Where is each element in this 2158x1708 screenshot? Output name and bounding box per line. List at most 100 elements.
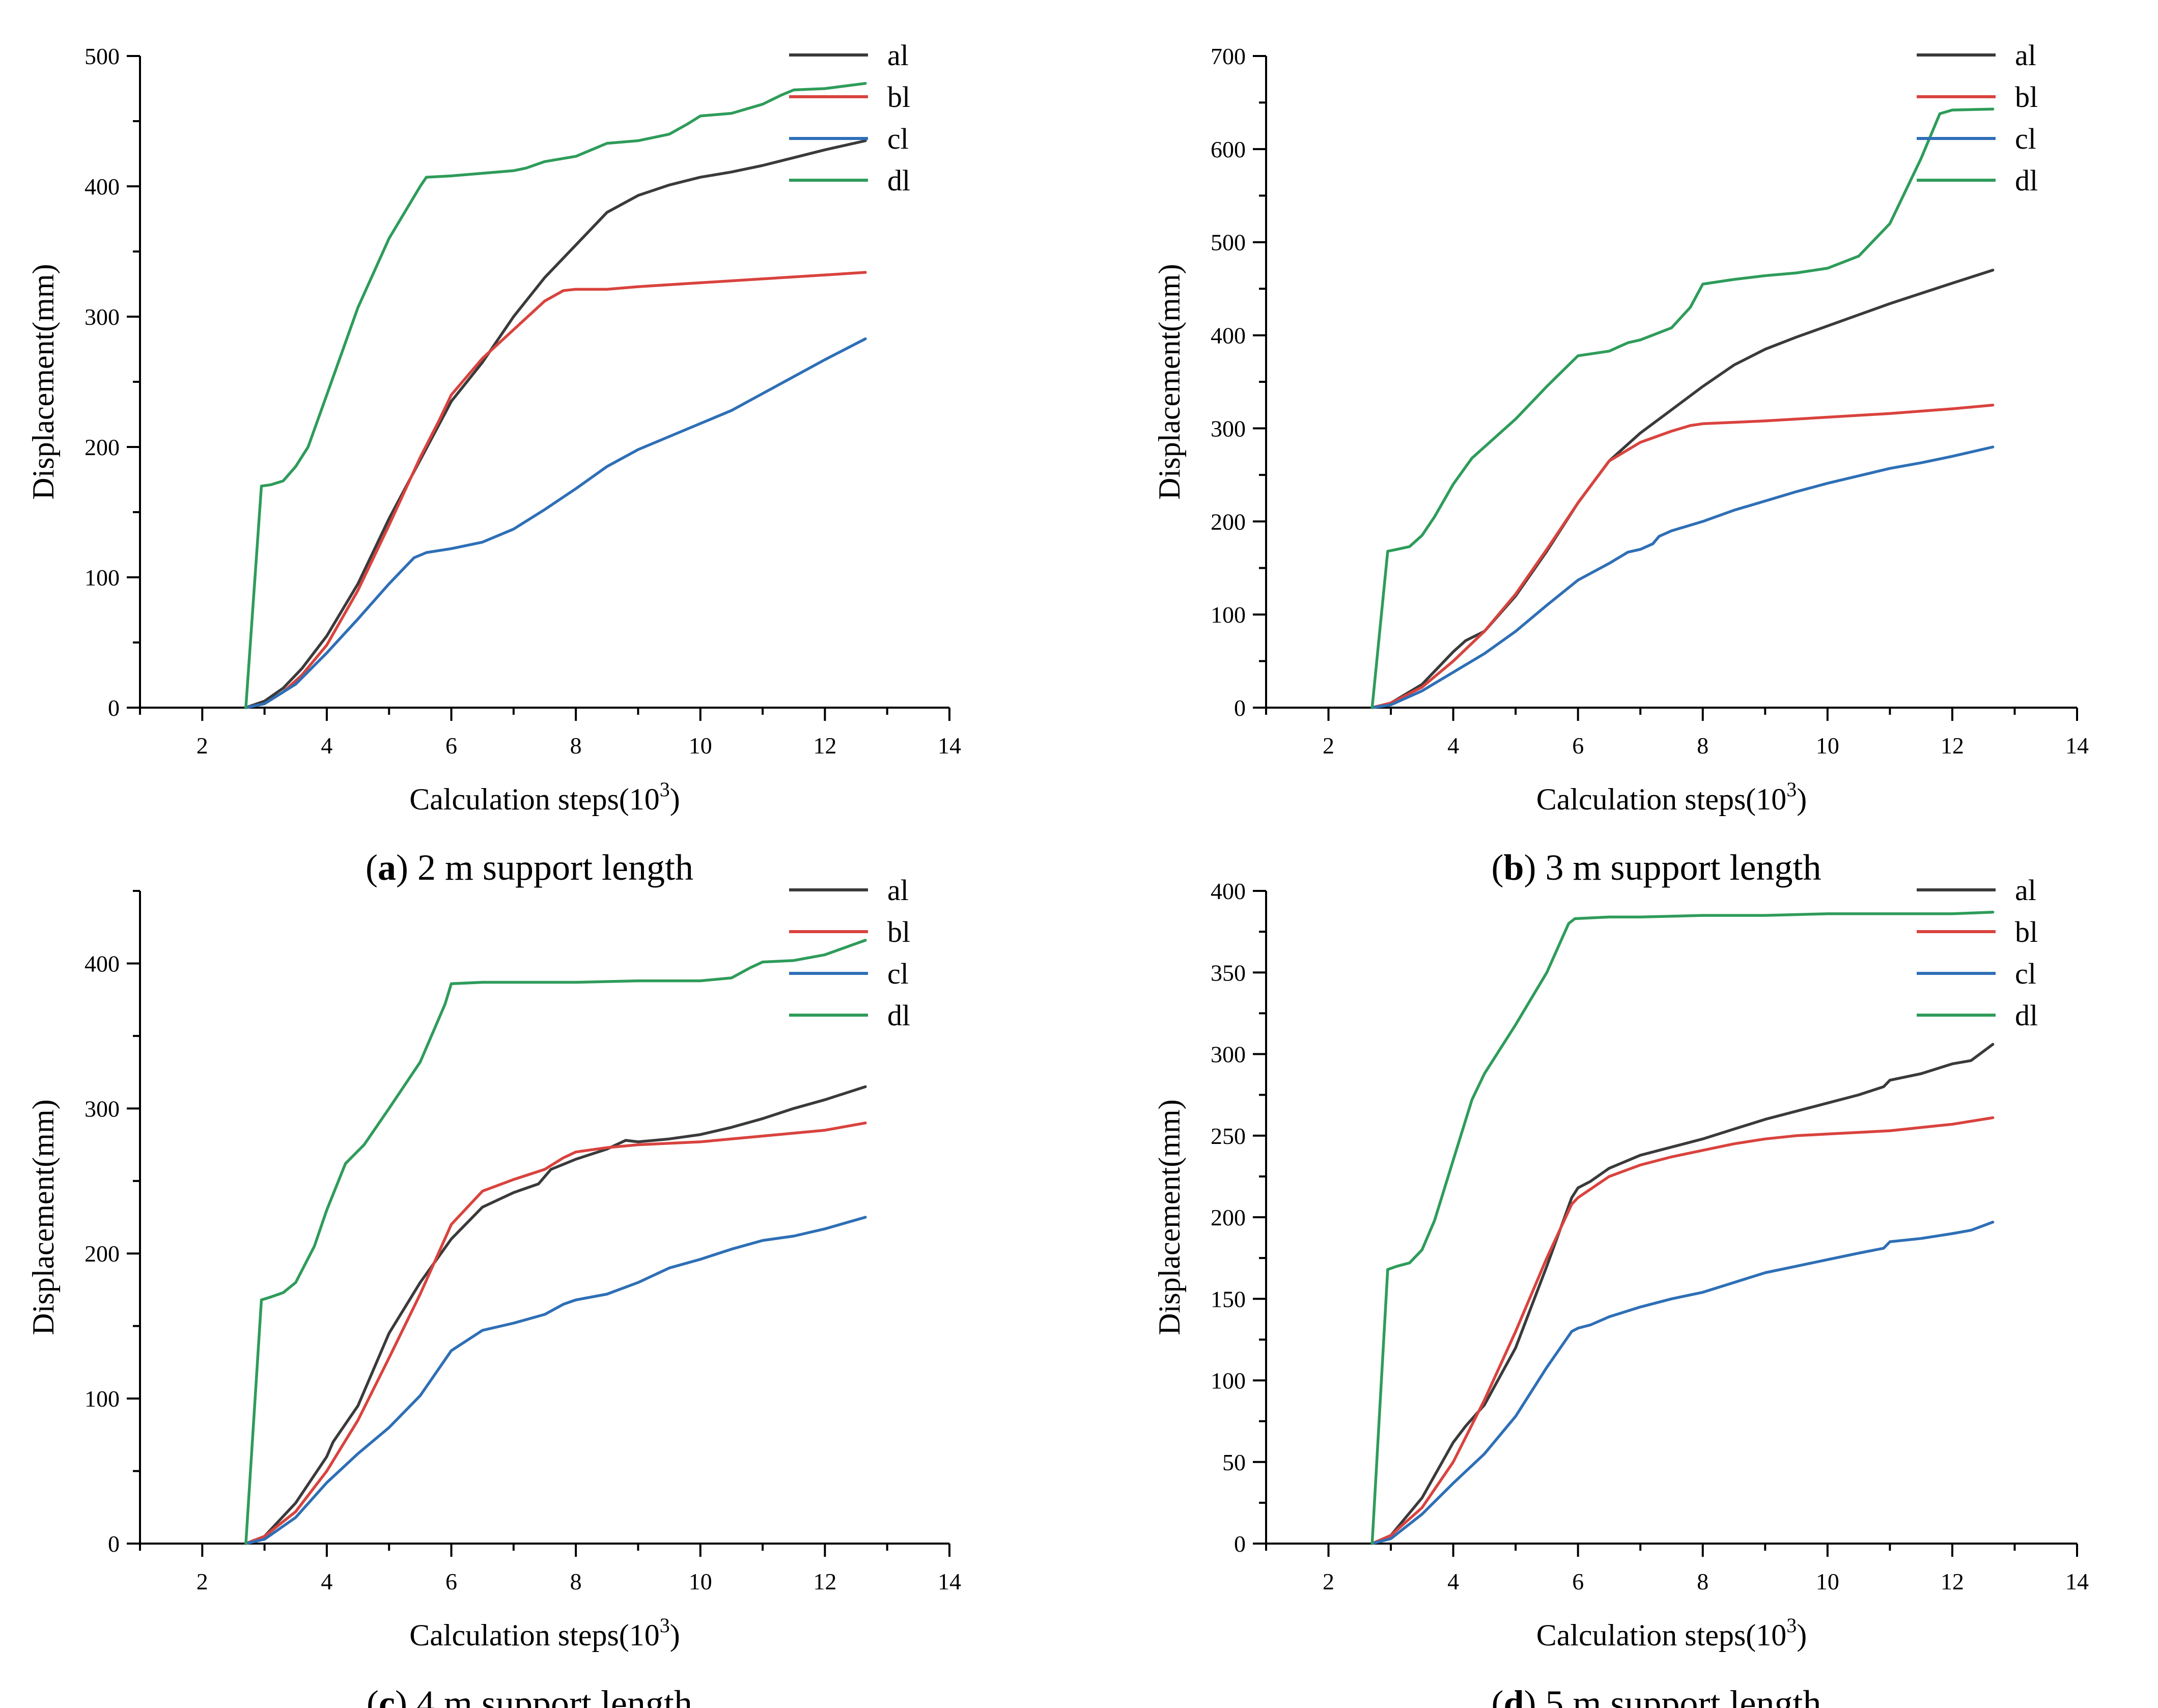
panel-caption-label: a: [378, 847, 396, 888]
x-tick-label: 14: [938, 733, 961, 759]
x-tick-label: 8: [570, 1569, 582, 1594]
x-axis-label-superscript: 3: [660, 778, 670, 801]
legend-label-bl: bl: [2015, 915, 2038, 948]
axes: 2 4 6 8 10 12 14 0 100 200 300 400 500 600 700 Calculat…: [1153, 43, 2089, 816]
y-tick-label: 400: [1211, 323, 1246, 349]
x-tick-label: 6: [445, 733, 457, 759]
series-line-bl: [1370, 1116, 1995, 1545]
series-line-cl: [1370, 445, 1995, 709]
x-tick-label: 4: [1447, 1569, 1459, 1594]
series-line-bl: [244, 1122, 867, 1545]
x-tick-label: 2: [1323, 1569, 1334, 1594]
chart-panel-c: 2 4 6 8 10 12 14 0 100 200 300 400 Calculation steps…: [26, 874, 961, 1708]
y-tick-label: 300: [1211, 1042, 1246, 1068]
legend-label-al: al: [2015, 874, 2036, 907]
x-tick-label: 2: [197, 1569, 208, 1594]
x-tick-label: 14: [2065, 733, 2089, 759]
x-tick-label: 14: [938, 1569, 961, 1594]
y-axis-label: Displacement(mm): [26, 1099, 60, 1335]
legend-label-dl: dl: [887, 164, 910, 197]
y-tick-label: 50: [1222, 1449, 1246, 1475]
series-line-bl: [1370, 403, 1995, 709]
x-tick-label: 2: [1323, 733, 1334, 759]
y-tick-label: 400: [1211, 878, 1246, 904]
panel-caption-text: 5 m support length: [1536, 1683, 1821, 1708]
legend-label-al: al: [2015, 39, 2036, 72]
legend-label-al: al: [887, 39, 909, 72]
x-tick-label: 6: [1572, 1569, 1584, 1594]
series-line-al: [1370, 268, 1995, 709]
legend: al bl cl dl: [789, 39, 910, 197]
legend-label-bl: bl: [887, 80, 910, 114]
y-tick-label: 200: [1211, 1205, 1246, 1230]
x-tick-label: 12: [813, 733, 836, 759]
panel-caption-label: d: [1503, 1683, 1524, 1708]
y-tick-label: 300: [85, 1096, 120, 1122]
y-tick-label: 100: [85, 1386, 120, 1412]
legend-label-cl: cl: [2015, 122, 2036, 155]
x-tick-label: 4: [321, 733, 332, 759]
x-tick-label: 12: [813, 1569, 836, 1594]
y-tick-label: 100: [1211, 1368, 1246, 1394]
panel-caption-label: c: [379, 1683, 395, 1708]
y-tick-label: 700: [1211, 43, 1246, 69]
y-tick-label: 300: [1211, 415, 1246, 441]
legend-label-cl: cl: [887, 957, 909, 990]
panel-caption-close: ): [395, 1683, 407, 1708]
y-tick-label: 0: [108, 1531, 120, 1557]
y-tick-label: 0: [1234, 695, 1246, 721]
x-axis-label-close: ): [1797, 1618, 1807, 1652]
x-tick-label: 4: [321, 1569, 332, 1594]
x-tick-label: 14: [2065, 1569, 2089, 1594]
panel-caption: (b) 3 m support length: [1492, 847, 1821, 888]
x-axis-label: Calculation steps(103): [1536, 778, 1807, 816]
axes: 2 4 6 8 10 12 14 0 50 100 150 200 250 300 350 400 Calcul…: [1153, 878, 2089, 1652]
x-tick-label: 6: [1572, 733, 1584, 759]
x-axis-label-close: ): [1797, 782, 1807, 816]
x-axis-label-close: ): [670, 1618, 680, 1652]
y-tick-label: 600: [1211, 136, 1246, 162]
y-tick-label: 200: [85, 1241, 120, 1267]
y-tick-label: 250: [1211, 1123, 1246, 1149]
x-tick-label: 8: [1697, 1569, 1708, 1594]
panel-caption-close: ): [396, 847, 408, 888]
legend-label-bl: bl: [2015, 80, 2038, 114]
series-line-al: [244, 139, 867, 709]
legend-label-dl: dl: [2015, 164, 2038, 197]
y-tick-label: 200: [1211, 509, 1246, 535]
x-tick-label: 12: [1941, 733, 1964, 759]
y-tick-label: 400: [85, 950, 120, 976]
series-line-cl: [244, 1216, 867, 1545]
x-tick-label: 10: [689, 733, 712, 759]
axes: 2 4 6 8 10 12 14 0 100 200 300 400 Calculation steps…: [26, 890, 961, 1652]
panel-caption: (c) 4 m support length: [367, 1683, 692, 1708]
x-tick-label: 12: [1941, 1569, 1964, 1594]
y-axis-label: Displacement(mm): [1153, 264, 1186, 499]
legend: al bl cl dl: [1917, 39, 2038, 197]
x-tick-label: 10: [689, 1569, 712, 1594]
legend-label-cl: cl: [2015, 957, 2036, 990]
y-tick-label: 0: [108, 695, 120, 721]
series-line-bl: [244, 271, 867, 709]
legend: al bl cl dl: [1917, 874, 2038, 1032]
y-tick-label: 400: [85, 174, 120, 200]
series-line-al: [244, 1085, 867, 1545]
y-tick-label: 0: [1234, 1531, 1246, 1557]
y-tick-label: 100: [1211, 602, 1246, 628]
x-axis-label: Calculation steps(103): [409, 778, 680, 816]
x-axis-label-superscript: 3: [1786, 1614, 1797, 1637]
series-line-dl: [244, 939, 867, 1545]
legend-label-cl: cl: [887, 122, 909, 155]
x-tick-label: 8: [570, 733, 582, 759]
legend-label-bl: bl: [887, 915, 910, 948]
x-axis-label: Calculation steps(103): [1536, 1614, 1807, 1652]
panel-caption-text: 2 m support length: [408, 847, 693, 888]
series-line-dl: [244, 82, 867, 709]
x-tick-label: 8: [1697, 733, 1708, 759]
y-tick-label: 200: [85, 434, 120, 460]
x-axis-label-superscript: 3: [1786, 778, 1797, 801]
x-tick-label: 10: [1816, 733, 1839, 759]
y-tick-label: 350: [1211, 960, 1246, 986]
y-axis-label: Displacement(mm): [1153, 1099, 1186, 1335]
